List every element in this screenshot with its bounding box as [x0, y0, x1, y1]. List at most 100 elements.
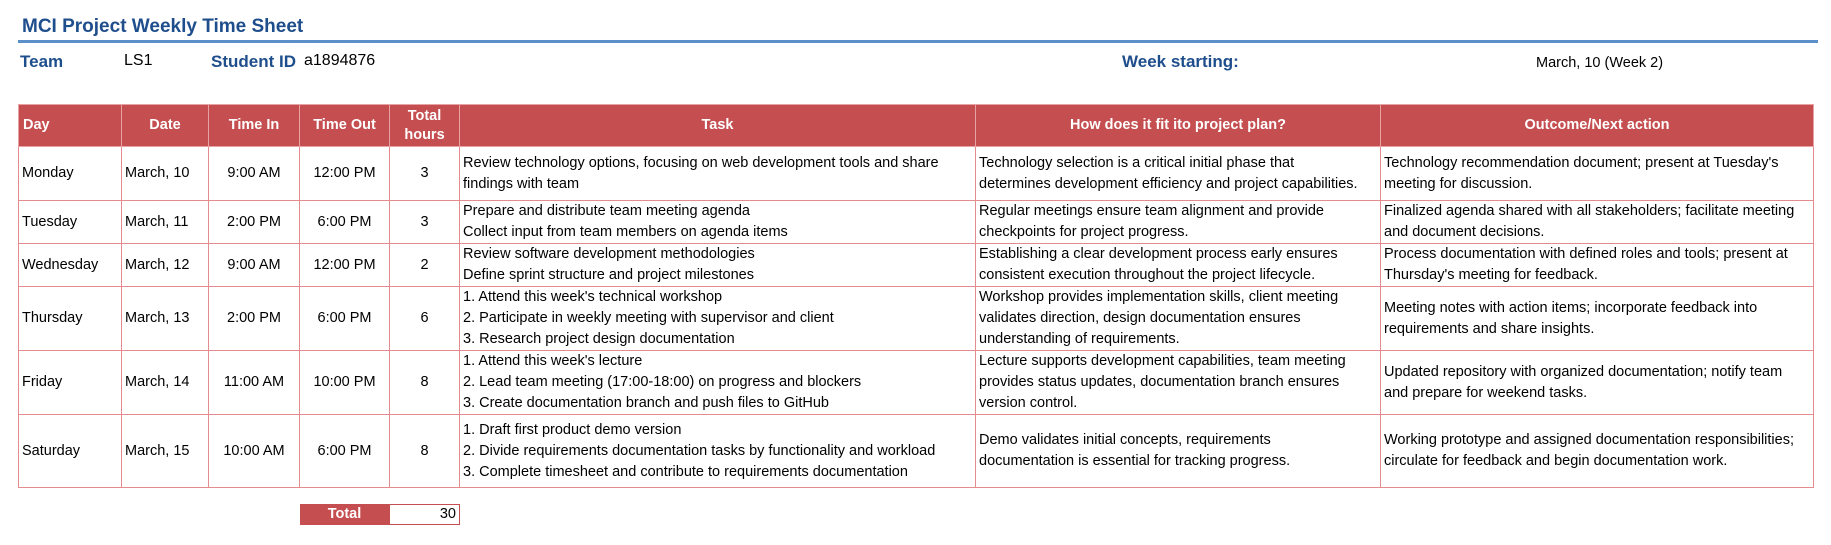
cell-time-in[interactable]: 9:00 AM	[208, 146, 300, 201]
cell-task-line: 1. Draft first product demo version	[463, 421, 682, 438]
cell-outcome[interactable]: Finalized agenda shared with all stakeho…	[1380, 200, 1814, 244]
cell-task-line: Collect input from team members on agend…	[463, 224, 788, 240]
cell-fit[interactable]: Technology selection is a critical initi…	[975, 146, 1381, 201]
student-id-value[interactable]: a1894876	[304, 52, 376, 69]
cell-time-in[interactable]: 9:00 AM	[208, 243, 300, 287]
timesheet-table: Day Date Time In Time Out Total hours Ta…	[18, 104, 1814, 488]
cell-date[interactable]: March, 11	[121, 200, 209, 244]
cell-outcome[interactable]: Technology recommendation document; pres…	[1380, 146, 1814, 201]
cell-fit-line: validates direction, design documentatio…	[979, 310, 1301, 326]
cell-total-hours[interactable]: 6	[389, 286, 460, 351]
cell-fit-line: documentation is essential for tracking …	[979, 453, 1291, 469]
cell-fit-line: Establishing a clear development process…	[979, 246, 1338, 262]
cell-outcome-line: circulate for feedback and begin documen…	[1384, 453, 1728, 469]
team-label: Team	[20, 52, 64, 71]
cell-outcome-line: and document decisions.	[1384, 224, 1545, 240]
cell-task-line: Review technology options, focusing on w…	[463, 154, 939, 171]
cell-fit-line: provides status updates, documentation b…	[979, 374, 1340, 390]
cell-fit-line: Regular meetings ensure team alignment a…	[979, 203, 1324, 219]
cell-task[interactable]: 1. Attend this week's technical workshop…	[459, 286, 976, 351]
cell-fit-line: checkpoints for project progress.	[979, 224, 1189, 240]
cell-outcome-line: Meeting notes with action items; incorpo…	[1384, 299, 1758, 316]
table-row: Friday March, 14 11:00 AM 10:00 PM 8 1. Atten…	[18, 350, 1814, 415]
cell-time-in[interactable]: 11:00 AM	[208, 350, 300, 415]
cell-fit-line: Workshop provides implementation skills,…	[979, 289, 1339, 305]
header-total-hours-line2: hours	[404, 126, 445, 143]
table-row: Monday March, 10 9:00 AM 12:00 PM 3 Review te…	[18, 146, 1814, 201]
cell-date[interactable]: March, 12	[121, 243, 209, 287]
cell-task[interactable]: 1. Attend this week's lecture 2. Lead tea…	[459, 350, 976, 415]
cell-outcome[interactable]: Process documentation with defined roles…	[1380, 243, 1814, 287]
cell-outcome-line: meeting for discussion.	[1384, 175, 1533, 192]
cell-total-hours[interactable]: 3	[389, 200, 460, 244]
cell-outcome[interactable]: Updated repository with organized docume…	[1380, 350, 1814, 415]
cell-task-line: 2. Lead team meeting (17:00-18:00) on pr…	[463, 374, 862, 390]
cell-date[interactable]: March, 13	[121, 286, 209, 351]
header-date[interactable]: Date	[121, 104, 209, 147]
cell-time-in[interactable]: 2:00 PM	[208, 286, 300, 351]
cell-task-line: 1. Attend this week's lecture	[463, 353, 643, 369]
cell-day[interactable]: Tuesday	[18, 200, 122, 244]
cell-fit[interactable]: Demo validates initial concepts, require…	[975, 414, 1381, 488]
cell-task[interactable]: Review software development methodologie…	[459, 243, 976, 287]
cell-task[interactable]: Review technology options, focusing on w…	[459, 146, 976, 201]
cell-day[interactable]: Friday	[18, 350, 122, 415]
cell-total-hours[interactable]: 8	[389, 414, 460, 488]
cell-fit[interactable]: Establishing a clear development process…	[975, 243, 1381, 287]
cell-time-in[interactable]: 2:00 PM	[208, 200, 300, 244]
cell-total-hours[interactable]: 3	[389, 146, 460, 201]
header-day[interactable]: Day	[18, 104, 122, 147]
cell-day[interactable]: Monday	[18, 146, 122, 201]
cell-day[interactable]: Saturday	[18, 414, 122, 488]
header-time-in[interactable]: Time In	[208, 104, 300, 147]
cell-outcome[interactable]: Meeting notes with action items; incorpo…	[1380, 286, 1814, 351]
header-time-out[interactable]: Time Out	[299, 104, 390, 147]
header-total-hours[interactable]: Total hours	[389, 104, 460, 147]
cell-task-line: Review software development methodologie…	[463, 246, 755, 262]
cell-task[interactable]: 1. Draft first product demo version 2. Di…	[459, 414, 976, 488]
cell-total-hours[interactable]: 8	[389, 350, 460, 415]
cell-day[interactable]: Wednesday	[18, 243, 122, 287]
cell-outcome-line: Thursday's meeting for feedback.	[1384, 267, 1598, 283]
cell-fit-line: Technology selection is a critical initi…	[979, 154, 1295, 171]
cell-time-out[interactable]: 6:00 PM	[299, 286, 390, 351]
cell-outcome-line: and prepare for weekend tasks.	[1384, 384, 1588, 401]
cell-fit[interactable]: Workshop provides implementation skills,…	[975, 286, 1381, 351]
cell-date[interactable]: March, 14	[121, 350, 209, 415]
cell-task[interactable]: Prepare and distribute team meeting agen…	[459, 200, 976, 244]
team-value[interactable]: LS1	[124, 52, 153, 69]
cell-fit-line: version control.	[979, 395, 1078, 411]
cell-outcome[interactable]: Working prototype and assigned documenta…	[1380, 414, 1814, 488]
title-divider	[18, 40, 1818, 43]
cell-task-line: 3. Create documentation branch and push …	[463, 395, 829, 411]
cell-fit-line: understanding of requirements.	[979, 331, 1180, 347]
week-starting-value[interactable]: March, 10 (Week 2)	[1536, 55, 1664, 71]
cell-time-out[interactable]: 6:00 PM	[299, 200, 390, 244]
cell-fit[interactable]: Lecture supports development capabilitie…	[975, 350, 1381, 415]
cell-total-hours[interactable]: 2	[389, 243, 460, 287]
cell-fit-line: Lecture supports development capabilitie…	[979, 353, 1346, 369]
header-task[interactable]: Task	[459, 104, 976, 147]
table-row: Tuesday March, 11 2:00 PM 6:00 PM 3 Prepare a…	[18, 200, 1814, 244]
cell-time-out[interactable]: 10:00 PM	[299, 350, 390, 415]
cell-task-line: Define sprint structure and project mile…	[463, 267, 754, 283]
cell-outcome-line: Finalized agenda shared with all stakeho…	[1384, 203, 1795, 219]
cell-outcome-line: Technology recommendation document; pres…	[1384, 154, 1779, 171]
cell-time-out[interactable]: 6:00 PM	[299, 414, 390, 488]
cell-fit[interactable]: Regular meetings ensure team alignment a…	[975, 200, 1381, 244]
cell-day[interactable]: Thursday	[18, 286, 122, 351]
header-outcome[interactable]: Outcome/Next action	[1380, 104, 1814, 147]
cell-task-line: 2. Participate in weekly meeting with su…	[463, 310, 834, 326]
cell-date[interactable]: March, 15	[121, 414, 209, 488]
cell-time-out[interactable]: 12:00 PM	[299, 146, 390, 201]
cell-time-in[interactable]: 10:00 AM	[208, 414, 300, 488]
cell-time-out[interactable]: 12:00 PM	[299, 243, 390, 287]
cell-date[interactable]: March, 10	[121, 146, 209, 201]
cell-outcome-line: Process documentation with defined roles…	[1384, 246, 1788, 262]
cell-outcome-line: requirements and share insights.	[1384, 320, 1595, 337]
cell-task-line: 2. Divide requirements documentation tas…	[463, 442, 936, 459]
table-row: Saturday March, 15 10:00 AM 6:00 PM 8 1. Draf…	[18, 414, 1814, 488]
header-fit[interactable]: How does it fit ito project plan?	[975, 104, 1381, 147]
total-value[interactable]: 30	[389, 504, 460, 525]
cell-fit-line: Demo validates initial concepts, require…	[979, 432, 1271, 448]
